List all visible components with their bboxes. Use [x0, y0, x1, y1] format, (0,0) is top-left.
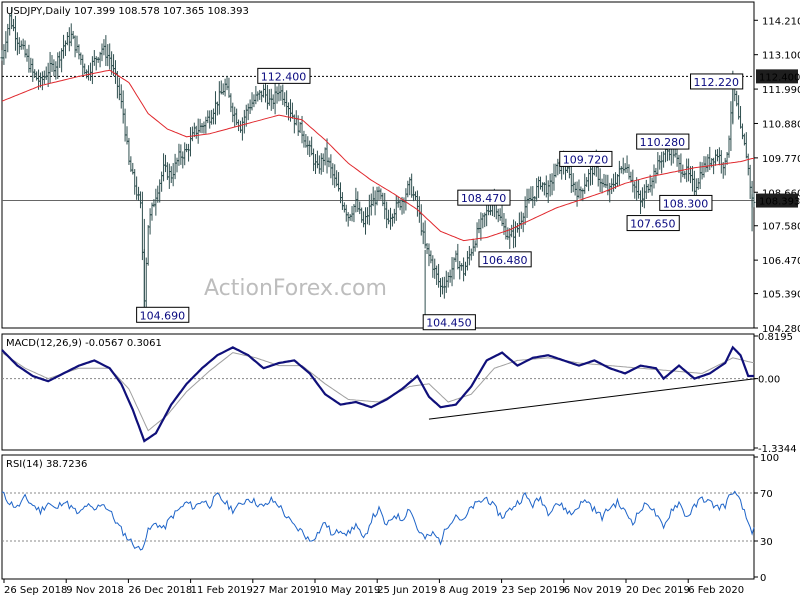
rsi-y-tick-label: 30: [760, 537, 773, 548]
macd-signal-line: [1, 352, 754, 432]
price-y-tick-label: 114.210: [762, 16, 800, 27]
price-annotation-label: 108.470: [461, 192, 507, 205]
pane-frame: [1, 454, 755, 580]
rsi-y-tick-label: 70: [760, 489, 773, 500]
price-annotation-box: [636, 133, 690, 150]
x-tick-label: 9 Nov 2018: [66, 585, 124, 596]
chart-panes: [1, 1, 755, 580]
price-y-tick-label: 106.470: [762, 256, 800, 267]
x-tick-label: 6 Feb 2020: [688, 585, 744, 596]
last-price-badge: [756, 193, 798, 208]
rsi-y-tick-label: 100: [760, 453, 779, 464]
x-tick-label: 8 Aug 2019: [439, 585, 497, 596]
macd-pane-title: MACD(12,26,9) -0.0567 0.3061: [6, 338, 162, 349]
watermark: ActionForex.com: [204, 276, 387, 301]
x-tick-label: 26 Dec 2018: [128, 585, 192, 596]
price-annotation-label: 108.300: [663, 197, 709, 210]
price-annotation-box: [478, 251, 532, 268]
moving-average-line: [1, 69, 754, 242]
price-y-tick-label: 104.280: [762, 324, 800, 335]
price-annotation-label: 104.690: [140, 309, 186, 322]
x-tick-label: 23 Sep 2019: [502, 585, 565, 596]
x-tick-label: 26 Sep 2018: [4, 585, 67, 596]
price-annotation-label: 106.480: [482, 254, 528, 267]
price-annotation-label: 112.220: [694, 76, 740, 89]
rsi-y-tick-label: 0: [760, 573, 766, 584]
x-tick-label: 6 Nov 2019: [564, 585, 622, 596]
price-annotation-label: 110.280: [640, 136, 686, 149]
price-y-tick-label: 111.990: [762, 85, 800, 96]
price-annotation-label: 104.450: [426, 317, 472, 330]
x-tick-label: 20 Dec 2019: [626, 585, 690, 596]
price-annotation-box: [422, 314, 476, 331]
reference-price-badge: [756, 69, 798, 84]
price-annotation-box: [659, 194, 713, 211]
macd-y-tick-label: 0.8195: [758, 332, 793, 343]
rsi-pane-title: RSI(14) 38.7236: [6, 459, 87, 470]
price-annotation-box: [257, 67, 311, 84]
macd-line: [1, 345, 754, 443]
x-tick-label: 10 May 2019: [315, 585, 380, 596]
price-y-tick-label: 109.770: [762, 154, 800, 165]
reference-price-badge-label: 112.400: [759, 72, 800, 83]
macd-y-tick-label: -1.3344: [758, 444, 797, 455]
price-annotation-box: [457, 189, 511, 206]
macd-trendline: [428, 378, 756, 420]
price-annotation-box: [136, 306, 190, 323]
price-annotation-box: [690, 73, 744, 90]
x-tick-label: 11 Feb 2019: [191, 585, 253, 596]
price-annotation-label: 112.400: [261, 70, 307, 83]
price-y-tick-label: 113.100: [762, 51, 800, 62]
macd-y-tick-label: 0.00: [758, 375, 780, 386]
price-annotation-label: 107.650: [630, 218, 676, 231]
price-y-tick-label: 110.880: [762, 119, 800, 130]
pane-frame: [1, 333, 755, 451]
last-price-badge-label: 108.393: [759, 197, 800, 208]
price-y-tick-label: 105.390: [762, 290, 800, 301]
price-annotation-box: [626, 215, 680, 232]
x-tick-label: 25 Jun 2019: [377, 585, 437, 596]
pane-frame: [1, 1, 755, 329]
chart-marks: 114.210113.100111.990110.880109.770108.6…: [0, 6, 800, 596]
price-y-tick-label: 107.580: [762, 222, 800, 233]
x-tick-label: 27 Mar 2019: [253, 585, 316, 596]
price-annotation-box: [559, 150, 613, 167]
price-annotation-label: 109.720: [563, 153, 609, 166]
rsi-line: [1, 490, 755, 551]
price-pane-title: USDJPY,Daily 107.399 108.578 107.365 108…: [6, 6, 249, 17]
